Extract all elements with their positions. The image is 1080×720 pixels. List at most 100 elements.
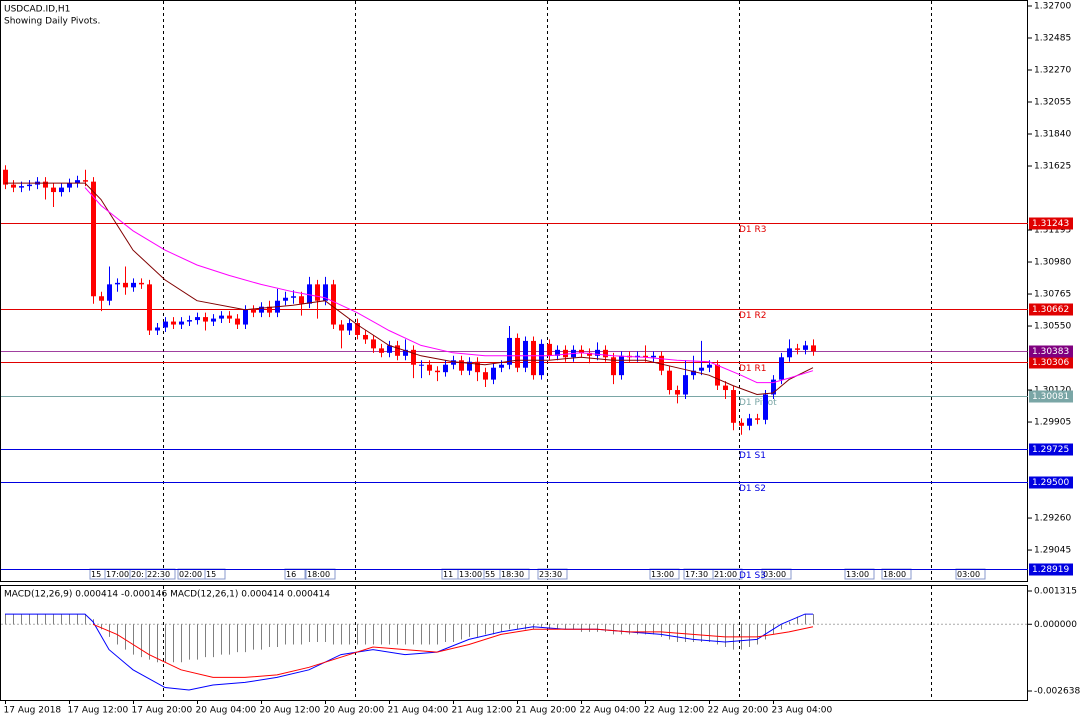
candle-body — [331, 284, 336, 325]
candle-body — [531, 340, 536, 376]
session-label: 03:00 — [957, 570, 980, 579]
candle-body — [227, 315, 232, 319]
candle-body — [619, 355, 624, 376]
chart-subtitle: Showing Daily Pivots. — [4, 17, 100, 27]
chart-title: USDCAD.ID,H1 — [4, 5, 70, 15]
x-tick-label: 17 Aug 2018 — [4, 706, 62, 716]
main-panel — [0, 0, 1028, 582]
session-label: 15 — [91, 570, 101, 579]
price-tag-label: 1.28919 — [1032, 565, 1069, 575]
candle-body — [739, 422, 744, 426]
session-label: 21:00 — [714, 570, 737, 579]
y-tick-label: 1.30980 — [1034, 258, 1071, 268]
candle-body — [435, 370, 440, 373]
y-tick-label: 1.32055 — [1034, 98, 1071, 108]
candle-body — [291, 296, 296, 298]
session-label: 17:00 — [106, 570, 129, 579]
candle-body — [379, 348, 384, 353]
candle-body — [675, 390, 680, 395]
price-tag — [1029, 356, 1073, 369]
session-label: 15 — [206, 570, 216, 579]
candle-body — [563, 349, 568, 358]
y-tick-label: 0.001315 — [1034, 587, 1077, 597]
candle-body — [427, 364, 432, 371]
session-label: 02:00 — [179, 570, 202, 579]
x-tick-label: 20 Aug 12:00 — [260, 706, 321, 716]
candle-body — [459, 360, 464, 371]
pivot-name: D1 R2 — [739, 311, 767, 321]
candle-body — [475, 361, 480, 373]
last-price-label: 1.30383 — [1032, 347, 1069, 357]
price-tag — [1029, 476, 1073, 489]
candle-body — [491, 367, 496, 380]
y-tick-label: -0.002638 — [1034, 687, 1080, 697]
candle-body — [163, 321, 168, 328]
candle-body — [75, 180, 80, 184]
candle-body — [763, 394, 768, 420]
price-tag — [1029, 303, 1073, 316]
candle-body — [587, 352, 592, 356]
candle-body — [451, 360, 456, 365]
candle-body — [779, 357, 784, 380]
pivot-name: D1 S3 — [739, 571, 766, 581]
y-tick-label: 1.29905 — [1034, 418, 1071, 428]
candle-body — [315, 284, 320, 301]
candle-body — [803, 345, 808, 350]
session-label: 11 — [443, 570, 453, 579]
y-tick-label: 1.29045 — [1034, 546, 1071, 556]
candle-body — [107, 284, 112, 301]
y-tick-label: 1.32270 — [1034, 66, 1071, 76]
candle-body — [243, 309, 248, 325]
candle-body — [19, 186, 24, 188]
price-tag — [1029, 563, 1073, 576]
candle-body — [499, 364, 504, 368]
candle-body — [11, 184, 16, 188]
candle-body — [467, 361, 472, 371]
session-label: 23:30 — [539, 570, 562, 579]
session-label: 17:30 — [685, 570, 708, 579]
candle-body — [203, 317, 208, 322]
candle-body — [539, 343, 544, 376]
candle-body — [411, 349, 416, 365]
candle-body — [419, 364, 424, 366]
candle-body — [147, 284, 152, 331]
candle-body — [771, 379, 776, 395]
candle-body — [699, 367, 704, 371]
candle-body — [755, 418, 760, 420]
x-tick-label: 23 Aug 04:00 — [772, 706, 833, 716]
candle-body — [707, 364, 712, 368]
candle-body — [307, 284, 312, 304]
candle-body — [507, 337, 512, 365]
session-label: 13:00 — [846, 570, 869, 579]
y-tick-label: 1.32485 — [1034, 34, 1071, 44]
y-tick-label: 0.000000 — [1034, 620, 1077, 630]
y-tick-label: 1.30765 — [1034, 290, 1071, 300]
macd-panel — [0, 585, 1028, 701]
candle-body — [211, 318, 216, 322]
candle-body — [403, 349, 408, 356]
price-tag — [1029, 443, 1073, 456]
candle-body — [651, 355, 656, 358]
candle-body — [267, 306, 272, 313]
candle-body — [603, 349, 608, 358]
price-tag — [1029, 217, 1073, 230]
session-label: 55 — [485, 570, 495, 579]
session-label: 18:00 — [307, 570, 330, 579]
x-tick-label: 21 Aug 12:00 — [452, 706, 513, 716]
candle-body — [67, 183, 72, 188]
price-tag-label: 1.29725 — [1032, 445, 1069, 455]
candle-body — [235, 318, 240, 325]
session-label: 13:00 — [459, 570, 482, 579]
last-price-tag — [1029, 345, 1073, 358]
candle-body — [723, 385, 728, 391]
candle-body — [219, 315, 224, 319]
session-label: 22:30 — [147, 570, 170, 579]
candle-body — [363, 334, 368, 340]
candle-body — [579, 349, 584, 353]
candle-body — [523, 340, 528, 368]
candle-body — [251, 309, 256, 313]
session-label: 20: — [131, 570, 144, 579]
session-label: 18:30 — [501, 570, 524, 579]
